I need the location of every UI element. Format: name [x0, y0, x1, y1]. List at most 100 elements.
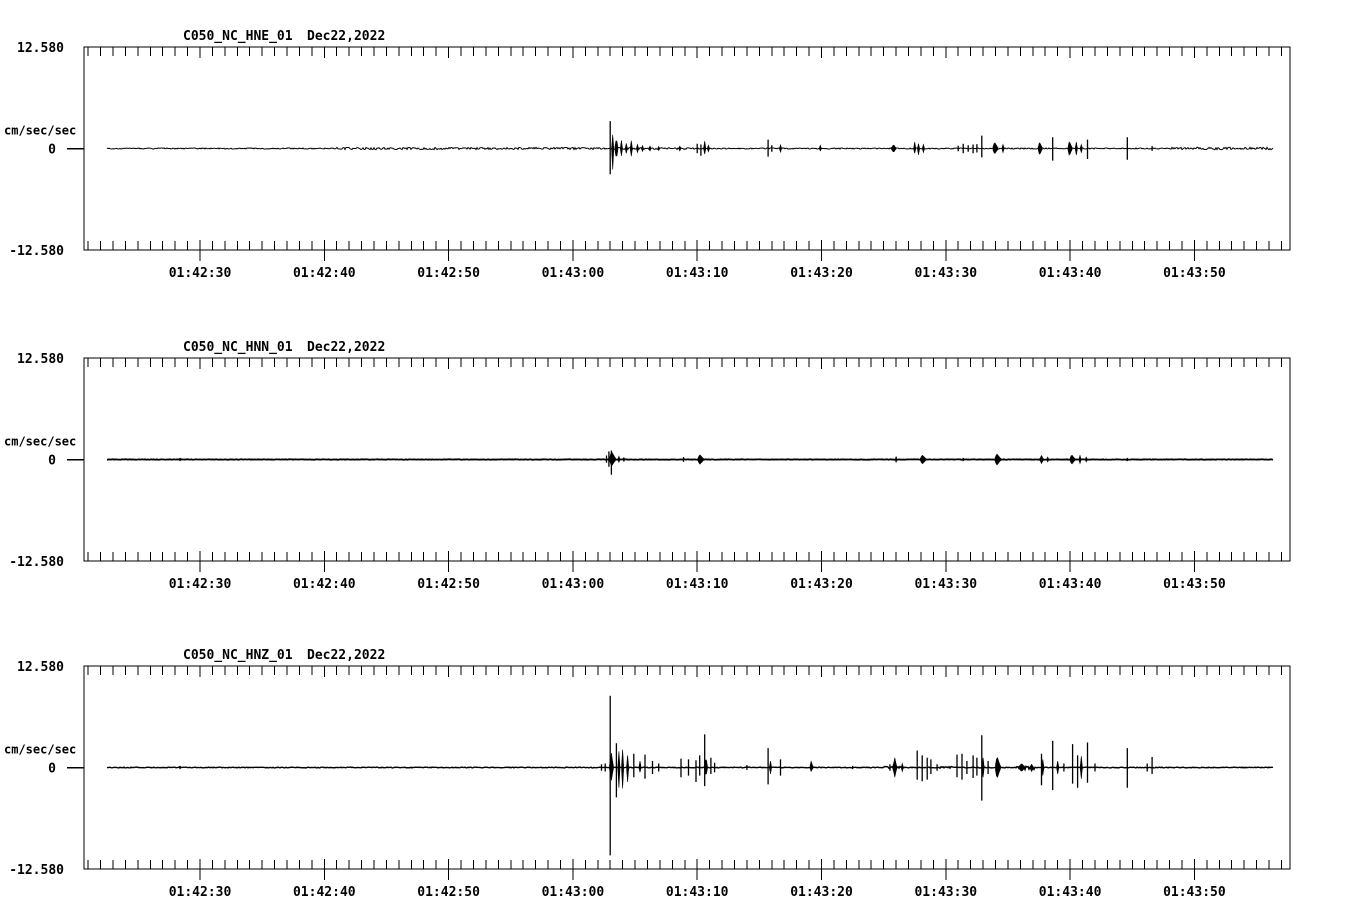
x-tick-label: 01:43:20 [790, 577, 853, 592]
axis-ticks [87, 358, 1282, 572]
waveform-burst [626, 755, 629, 783]
x-tick-label: 01:42:40 [293, 577, 356, 592]
waveform-spikes [179, 695, 1153, 856]
waveform-burst [1039, 454, 1044, 465]
waveform-burst [641, 144, 644, 153]
waveform-burst [1069, 454, 1076, 465]
waveform-burst [1080, 756, 1083, 779]
axis-ticks [87, 47, 1282, 261]
waveform-burst [1029, 763, 1034, 773]
y-min-label: -12.580 [9, 244, 64, 259]
y-units-label: cm/sec/sec [4, 435, 76, 449]
waveform-burst [994, 453, 1002, 466]
waveform-burst [995, 757, 1001, 778]
waveform-burst [1038, 142, 1043, 155]
waveform-burst [1075, 141, 1078, 156]
waveform-burst [1017, 763, 1026, 772]
waveform-burst [1085, 456, 1088, 463]
waveform-burst [636, 143, 639, 154]
waveform-burst [614, 140, 619, 157]
waveform-burst [913, 141, 917, 154]
seismogram-panel-c050_nc_hnz_01: 12.580 cm/sec/sec 0 -12.580 C050_NC_HNZ_01 De… [4, 648, 1291, 900]
waveform-spikes [609, 121, 1153, 175]
waveform-burst [707, 144, 710, 153]
waveform-bursts [609, 749, 1083, 789]
waveform-burst [809, 760, 814, 773]
waveform-burst [648, 145, 652, 152]
waveform-burst [1067, 141, 1073, 156]
panel-title-date: Dec22,2022 [307, 340, 385, 355]
waveform-burst [1078, 454, 1082, 465]
x-tick-label: 01:43:00 [542, 885, 605, 900]
waveform-burst [622, 456, 626, 463]
y-units-label: cm/sec/sec [4, 743, 76, 757]
waveform-burst [779, 143, 782, 154]
y-units-label: cm/sec/sec [4, 124, 76, 138]
panel-title-station: C050_NC_HNN_01 [183, 340, 293, 355]
x-tick-label: 01:43:50 [1163, 885, 1226, 900]
x-tick-label: 01:43:10 [666, 577, 729, 592]
x-tick-label: 01:43:40 [1039, 885, 1102, 900]
x-tick-label: 01:42:50 [417, 577, 480, 592]
x-tick-label: 01:43:30 [914, 266, 977, 281]
x-tick-label: 01:43:10 [666, 266, 729, 281]
x-tick-label: 01:42:40 [293, 885, 356, 900]
y-min-label: -12.580 [9, 863, 64, 878]
y-max-label: 12.580 [17, 660, 64, 675]
x-tick-label: 01:43:30 [914, 885, 977, 900]
seismogram-panel-c050_nc_hnn_01: 12.580 cm/sec/sec 0 -12.580 C050_NC_HNN_01 De… [4, 340, 1291, 592]
waveform-burst [1080, 143, 1083, 154]
waveform-burst [920, 454, 927, 465]
x-tick-label: 01:43:00 [542, 577, 605, 592]
waveform-spikes [179, 450, 1128, 475]
x-tick-label: 01:43:20 [790, 266, 853, 281]
y-zero-label: 0 [48, 762, 56, 777]
x-tick-label: 01:42:30 [169, 885, 232, 900]
waveform-burst [890, 145, 897, 152]
waveform-burst [678, 145, 682, 152]
waveform-burst [769, 760, 772, 775]
x-tick-label: 01:42:50 [417, 266, 480, 281]
waveform-baseline [106, 765, 1274, 772]
waveform-burst [617, 455, 621, 464]
waveform-burst [611, 134, 615, 170]
y-max-label: 12.580 [17, 352, 64, 367]
x-tick-label: 01:42:30 [169, 266, 232, 281]
y-min-label: -12.580 [9, 555, 64, 570]
waveform-burst [992, 142, 999, 154]
x-tick-label: 01:43:00 [542, 266, 605, 281]
waveform-burst [617, 751, 621, 788]
x-tick-label: 01:43:10 [666, 885, 729, 900]
x-tick-label: 01:43:50 [1163, 266, 1226, 281]
waveform-bursts [611, 134, 1083, 170]
waveform-burst [892, 757, 898, 778]
y-zero-label: 0 [48, 454, 56, 469]
waveform-burst [621, 749, 624, 789]
waveform-burst [697, 454, 705, 465]
waveform-burst [620, 140, 623, 156]
x-tick-label: 01:43:40 [1039, 266, 1102, 281]
x-tick-label: 01:42:40 [293, 266, 356, 281]
x-tick-label: 01:43:40 [1039, 577, 1102, 592]
waveform-burst [900, 762, 904, 773]
waveform-burst [818, 144, 822, 152]
waveform-burst [657, 145, 661, 152]
waveform-baseline [106, 146, 1274, 151]
waveform-burst [638, 760, 642, 773]
panel-title-station: C050_NC_HNZ_01 [183, 648, 293, 663]
panel-title-station: C050_NC_HNE_01 [183, 29, 293, 44]
y-zero-label: 0 [48, 143, 56, 158]
waveform-burst [1046, 456, 1049, 463]
waveform-burst [624, 143, 628, 154]
waveform-burst [917, 143, 920, 156]
waveform-burst [922, 143, 925, 154]
panel-title-date: Dec22,2022 [307, 648, 385, 663]
waveform-burst [1056, 760, 1059, 775]
x-tick-label: 01:43:20 [790, 885, 853, 900]
waveform-burst [609, 451, 617, 467]
waveform-burst [703, 141, 707, 155]
waveform-burst [629, 140, 633, 157]
x-tick-label: 01:42:50 [417, 885, 480, 900]
